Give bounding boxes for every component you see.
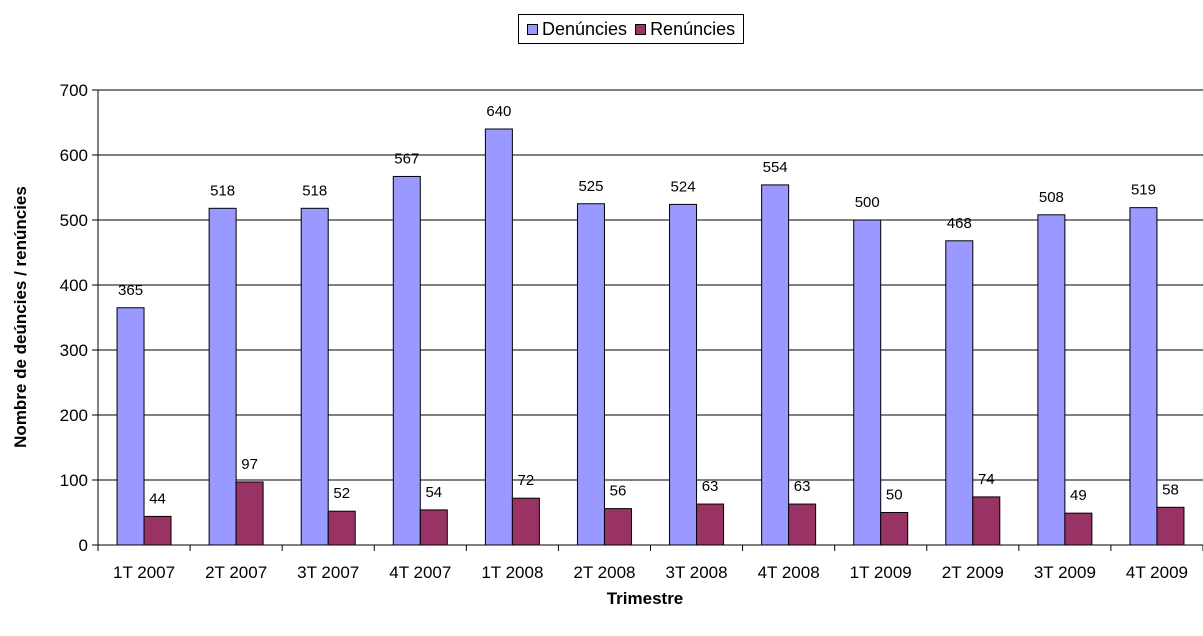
legend-item-denuncies: Denúncies <box>527 19 627 40</box>
data-label: 500 <box>855 194 880 211</box>
data-label: 554 <box>763 159 788 176</box>
bar-renuncies <box>1156 506 1185 546</box>
gridlines <box>98 89 1203 481</box>
x-tick-label: 2T 2008 <box>573 563 635 582</box>
y-tick-label: 200 <box>60 406 88 425</box>
bar-renuncies <box>1064 512 1093 546</box>
bar-denuncies <box>945 240 974 546</box>
bar-renuncies <box>880 512 909 546</box>
data-label: 44 <box>149 490 166 507</box>
bar-renuncies <box>972 496 1001 546</box>
y-axis-title: Nombre de deúncies / renúncies <box>11 186 30 448</box>
x-tick-label: 4T 2008 <box>758 563 820 582</box>
x-tick-label: 3T 2008 <box>666 563 728 582</box>
bars <box>116 128 1185 546</box>
x-tick-label: 2T 2009 <box>942 563 1004 582</box>
legend: Denúncies Renúncies <box>518 14 745 44</box>
bar-renuncies <box>788 503 817 546</box>
data-label: 72 <box>518 472 535 489</box>
bar-denuncies <box>761 184 790 546</box>
data-label: 54 <box>425 484 442 501</box>
data-label: 519 <box>1131 182 1156 199</box>
data-label: 74 <box>978 471 995 488</box>
bar-renuncies <box>327 510 356 546</box>
legend-label-denuncies: Denúncies <box>542 18 628 39</box>
y-tick-label: 0 <box>79 536 88 555</box>
legend-item-renuncies: Renúncies <box>635 19 735 40</box>
axes: 0 100 200 300 400 500 600 700 1T 2007 2T 2007 3T 2… <box>60 81 1203 582</box>
x-tick-label: 3T 2007 <box>297 563 359 582</box>
bar-denuncies <box>853 219 882 546</box>
bar-renuncies <box>603 508 632 546</box>
legend-label-renuncies: Renúncies <box>650 18 736 39</box>
x-tick-label: 1T 2008 <box>481 563 543 582</box>
bar-denuncies <box>1037 214 1066 546</box>
data-label: 567 <box>394 150 419 167</box>
bar-denuncies <box>208 207 237 546</box>
data-label: 97 <box>241 456 258 473</box>
x-tick-label: 4T 2009 <box>1126 563 1188 582</box>
y-tick-label: 400 <box>60 276 88 295</box>
x-axis-title: Trimestre <box>607 589 684 608</box>
bar-denuncies <box>1129 207 1158 546</box>
legend-swatch-renuncies <box>635 23 647 35</box>
bar-renuncies <box>235 481 264 546</box>
x-tick-label: 1T 2009 <box>850 563 912 582</box>
data-label: 365 <box>118 282 143 299</box>
bar-renuncies <box>143 515 172 546</box>
bar-denuncies <box>484 128 513 546</box>
data-label: 508 <box>1039 189 1064 206</box>
data-label: 49 <box>1070 487 1087 504</box>
x-tick-label: 1T 2007 <box>113 563 175 582</box>
data-label: 50 <box>886 487 903 504</box>
bar-renuncies <box>696 503 725 546</box>
data-label: 518 <box>302 182 327 199</box>
legend-swatch-denuncies <box>527 23 538 35</box>
y-tick-label: 500 <box>60 211 88 230</box>
x-tick-label: 4T 2007 <box>389 563 451 582</box>
data-label: 640 <box>486 103 511 120</box>
y-tick-label: 100 <box>60 471 88 490</box>
bar-renuncies <box>511 497 540 546</box>
y-tick-label: 300 <box>60 341 88 360</box>
data-labels: 365 518 518 567 640 525 524 554 500 468 508 519 44 97… <box>118 103 1179 507</box>
data-label: 63 <box>702 478 719 495</box>
data-label: 63 <box>794 478 811 495</box>
x-tick-label: 3T 2009 <box>1034 563 1096 582</box>
bar-renuncies <box>419 509 448 546</box>
data-label: 468 <box>947 215 972 232</box>
x-tick-label: 2T 2007 <box>205 563 267 582</box>
y-tick-label: 700 <box>60 81 88 100</box>
data-label: 56 <box>610 483 627 500</box>
bar-denuncies <box>392 175 421 546</box>
data-label: 525 <box>578 178 603 195</box>
bar-denuncies <box>669 203 698 546</box>
data-label: 58 <box>1162 481 1179 498</box>
bar-denuncies <box>116 307 145 546</box>
data-label: 52 <box>333 485 350 502</box>
data-label: 518 <box>210 182 235 199</box>
y-tick-label: 600 <box>60 146 88 165</box>
data-label: 524 <box>671 178 696 195</box>
bar-denuncies <box>300 207 329 546</box>
bar-denuncies <box>576 203 605 546</box>
